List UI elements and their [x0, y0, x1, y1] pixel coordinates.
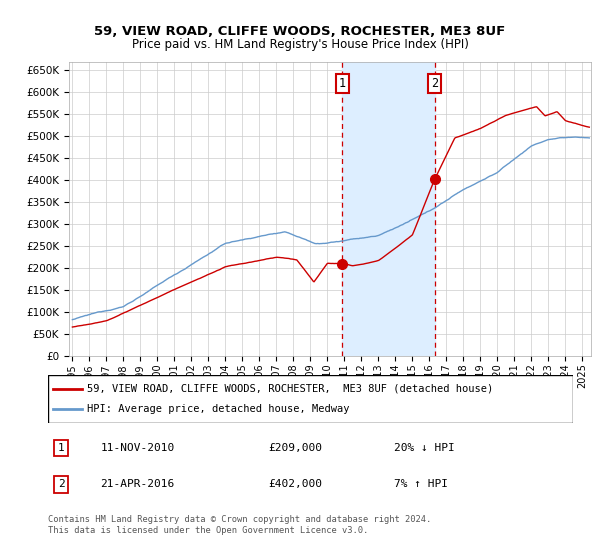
Text: 2: 2	[58, 479, 65, 489]
Text: 1: 1	[338, 77, 346, 90]
Text: 7% ↑ HPI: 7% ↑ HPI	[395, 479, 449, 489]
Text: 21-APR-2016: 21-APR-2016	[101, 479, 175, 489]
Text: 1: 1	[58, 443, 65, 453]
Text: £402,000: £402,000	[269, 479, 323, 489]
Text: 20% ↓ HPI: 20% ↓ HPI	[395, 443, 455, 453]
Text: Price paid vs. HM Land Registry's House Price Index (HPI): Price paid vs. HM Land Registry's House …	[131, 38, 469, 51]
Text: HPI: Average price, detached house, Medway: HPI: Average price, detached house, Medw…	[88, 404, 350, 414]
Text: £209,000: £209,000	[269, 443, 323, 453]
Text: 2: 2	[431, 77, 439, 90]
Bar	[342, 62, 435, 356]
Text: 59, VIEW ROAD, CLIFFE WOODS, ROCHESTER, ME3 8UF: 59, VIEW ROAD, CLIFFE WOODS, ROCHESTER, …	[94, 25, 506, 38]
Text: This data is licensed under the Open Government Licence v3.0.: This data is licensed under the Open Gov…	[48, 526, 368, 535]
Text: 11-NOV-2010: 11-NOV-2010	[101, 443, 175, 453]
Text: 59, VIEW ROAD, CLIFFE WOODS, ROCHESTER,  ME3 8UF (detached house): 59, VIEW ROAD, CLIFFE WOODS, ROCHESTER, …	[88, 384, 494, 394]
Text: Contains HM Land Registry data © Crown copyright and database right 2024.: Contains HM Land Registry data © Crown c…	[48, 515, 431, 524]
